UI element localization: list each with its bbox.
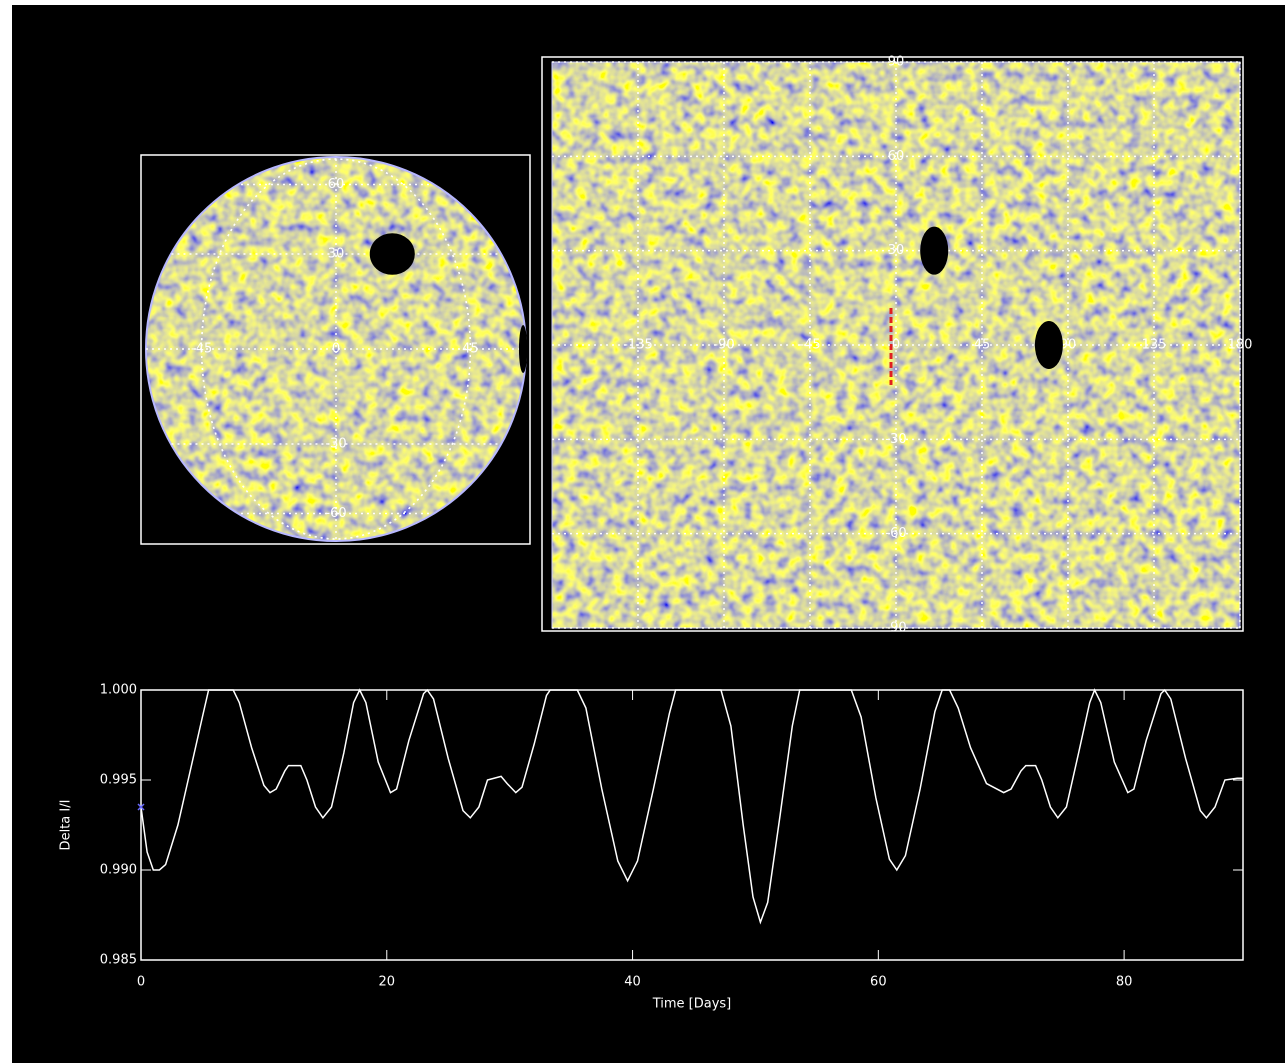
map-lat-label: -30: [885, 432, 906, 447]
y-axis-title: Delta I/I: [59, 800, 74, 851]
globe-lat-label: 0: [332, 342, 340, 357]
x-tick-label: 20: [379, 975, 396, 990]
map-lat-label: -60: [885, 526, 906, 541]
map-lat-label: 30: [888, 243, 905, 258]
x-tick-label: 80: [1116, 975, 1133, 990]
globe-lon-label: -45: [191, 342, 212, 357]
map-lon-label: 180: [1228, 338, 1253, 353]
map-lon-label: 45: [974, 338, 991, 353]
light-curve: [140, 688, 1244, 925]
y-tick-label: 0.990: [100, 863, 137, 878]
globe-lat-label: 30: [328, 247, 345, 262]
map-lat-label: 60: [888, 149, 905, 164]
starspot: [1034, 321, 1063, 369]
x-tick-label: 40: [624, 975, 641, 990]
y-tick-label: 0.995: [100, 773, 137, 788]
x-tick-label: 60: [870, 975, 887, 990]
globe-meridian: [200, 158, 472, 540]
y-tick-label: 0.985: [100, 953, 137, 968]
y-tick-label: 1.000: [100, 683, 137, 698]
globe-lon-label: 45: [462, 342, 479, 357]
map-lon-label: -90: [713, 338, 734, 353]
starspot: [369, 233, 415, 275]
map-frame: [541, 56, 1244, 632]
globe-lat-label: -30: [325, 437, 346, 452]
starspot: [920, 226, 949, 275]
time-marker: [137, 803, 145, 811]
globe-frame: [140, 154, 531, 545]
x-tick-label: 0: [137, 975, 145, 990]
map-lat-label: -90: [885, 621, 906, 636]
map-lat-label: 90: [888, 55, 905, 70]
starspot: [518, 325, 528, 373]
x-axis-title: Time [Days]: [652, 997, 732, 1012]
